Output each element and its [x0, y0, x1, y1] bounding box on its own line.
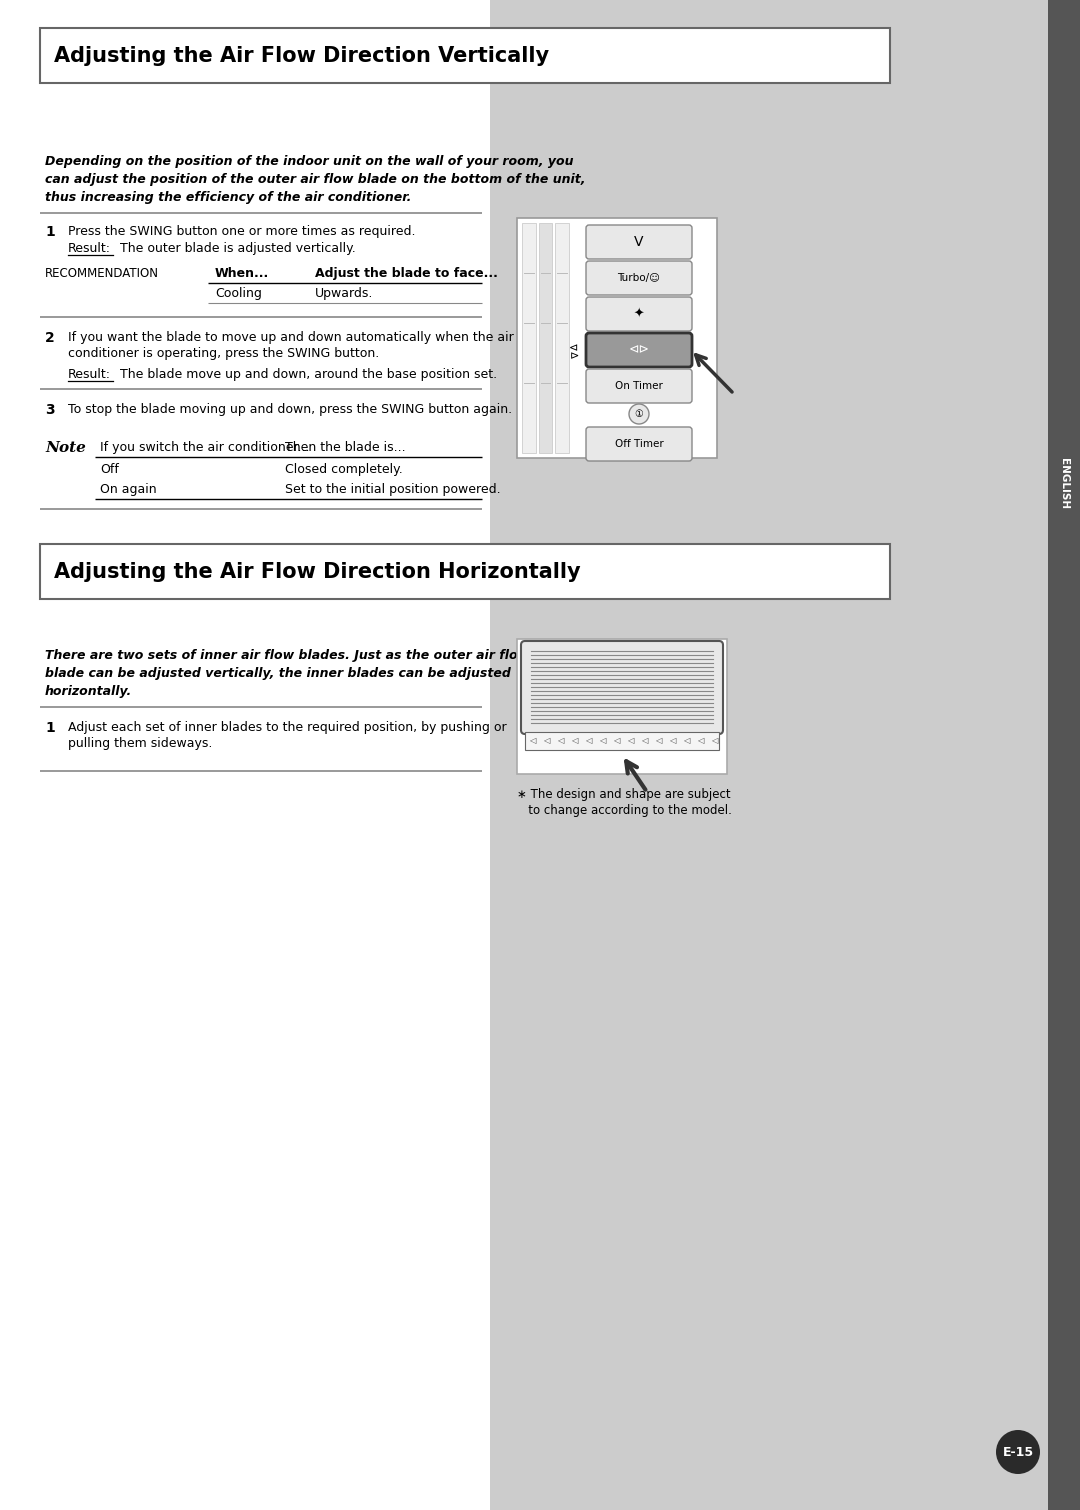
Text: can adjust the position of the outer air flow blade on the bottom of the unit,: can adjust the position of the outer air… [45, 174, 585, 186]
Bar [40, 544, 890, 599]
Text: On Timer: On Timer [616, 381, 663, 391]
FancyBboxPatch shape [586, 297, 692, 331]
Bar [522, 223, 536, 453]
Text: ◁: ◁ [654, 737, 661, 746]
Bar [555, 223, 569, 453]
Text: V: V [634, 236, 644, 249]
FancyBboxPatch shape [586, 368, 692, 403]
Text: conditioner is operating, press the SWING button.: conditioner is operating, press the SWIN… [68, 347, 379, 359]
Text: ◁: ◁ [585, 737, 592, 746]
Text: ◁: ◁ [571, 737, 578, 746]
Text: Adjust the blade to face...: Adjust the blade to face... [315, 267, 498, 279]
Text: Result:: Result: [68, 242, 111, 255]
Text: If you want the blade to move up and down automatically when the air: If you want the blade to move up and dow… [68, 331, 514, 344]
FancyBboxPatch shape [586, 427, 692, 461]
Text: ①: ① [635, 409, 644, 418]
FancyBboxPatch shape [586, 261, 692, 294]
Text: The blade move up and down, around the base position set.: The blade move up and down, around the b… [120, 368, 497, 381]
Text: Note: Note [45, 441, 86, 455]
Text: Turbo/☺: Turbo/☺ [618, 273, 661, 282]
Text: Adjust each set of inner blades to the required position, by pushing or: Adjust each set of inner blades to the r… [68, 720, 507, 734]
Bar [40, 29, 890, 83]
FancyBboxPatch shape [586, 225, 692, 260]
Text: ◁: ◁ [683, 737, 689, 746]
Bar [525, 732, 719, 750]
Text: ◁: ◁ [557, 737, 564, 746]
Text: blade can be adjusted vertically, the inner blades can be adjusted: blade can be adjusted vertically, the in… [45, 667, 511, 680]
Bar [517, 639, 727, 775]
Text: pulling them sideways.: pulling them sideways. [68, 737, 213, 750]
Text: ◁: ◁ [543, 737, 550, 746]
Text: 2: 2 [45, 331, 55, 344]
Text: When...: When... [215, 267, 269, 279]
Text: ◁: ◁ [697, 737, 703, 746]
Text: ◁: ◁ [529, 737, 536, 746]
Bar [517, 217, 717, 458]
FancyBboxPatch shape [521, 642, 723, 734]
Text: ◁: ◁ [711, 737, 717, 746]
Text: ENGLISH: ENGLISH [1059, 458, 1069, 509]
Text: Press the SWING button one or more times as required.: Press the SWING button one or more times… [68, 225, 416, 239]
Text: 3: 3 [45, 403, 55, 417]
Text: Depending on the position of the indoor unit on the wall of your room, you: Depending on the position of the indoor … [45, 156, 573, 168]
Bar [490, 0, 1048, 1510]
Circle shape [629, 405, 649, 424]
Text: ◁: ◁ [669, 737, 675, 746]
Circle shape [996, 1430, 1040, 1474]
Text: Off Timer: Off Timer [615, 439, 663, 448]
Text: Off: Off [100, 464, 119, 476]
Text: ⊲
⊳: ⊲ ⊳ [569, 343, 579, 361]
Text: To stop the blade moving up and down, press the SWING button again.: To stop the blade moving up and down, pr… [68, 403, 512, 415]
Text: to change according to the model.: to change according to the model. [517, 803, 732, 817]
Text: ◁: ◁ [613, 737, 620, 746]
Bar [1048, 0, 1080, 1510]
Text: Cooling: Cooling [215, 287, 261, 300]
Text: ⊲⊳: ⊲⊳ [629, 343, 649, 356]
Text: E-15: E-15 [1002, 1445, 1034, 1459]
Text: 1: 1 [45, 225, 55, 239]
Text: There are two sets of inner air flow blades. Just as the outer air flow: There are two sets of inner air flow bla… [45, 649, 529, 661]
FancyBboxPatch shape [586, 334, 692, 367]
Text: thus increasing the efficiency of the air conditioner.: thus increasing the efficiency of the ai… [45, 190, 411, 204]
Bar [0, 0, 490, 1510]
Text: RECOMMENDATION: RECOMMENDATION [45, 267, 159, 279]
Text: ◁: ◁ [627, 737, 634, 746]
Bar [539, 223, 552, 453]
Text: Adjusting the Air Flow Direction Horizontally: Adjusting the Air Flow Direction Horizon… [54, 562, 581, 581]
Text: ∗ The design and shape are subject: ∗ The design and shape are subject [517, 788, 731, 800]
Text: On again: On again [100, 483, 157, 495]
Text: Adjusting the Air Flow Direction Vertically: Adjusting the Air Flow Direction Vertica… [54, 45, 549, 65]
Text: ✦: ✦ [634, 308, 645, 320]
Text: ◁: ◁ [599, 737, 606, 746]
Text: The outer blade is adjusted vertically.: The outer blade is adjusted vertically. [120, 242, 355, 255]
Text: Then the blade is...: Then the blade is... [285, 441, 406, 455]
Text: 1: 1 [45, 720, 55, 735]
Text: Upwards.: Upwards. [315, 287, 374, 300]
Text: If you switch the air conditioner...: If you switch the air conditioner... [100, 441, 310, 455]
Text: ◁: ◁ [642, 737, 648, 746]
Text: Set to the initial position powered.: Set to the initial position powered. [285, 483, 501, 495]
Text: horizontally.: horizontally. [45, 686, 132, 698]
Text: Result:: Result: [68, 368, 111, 381]
Text: Closed completely.: Closed completely. [285, 464, 403, 476]
